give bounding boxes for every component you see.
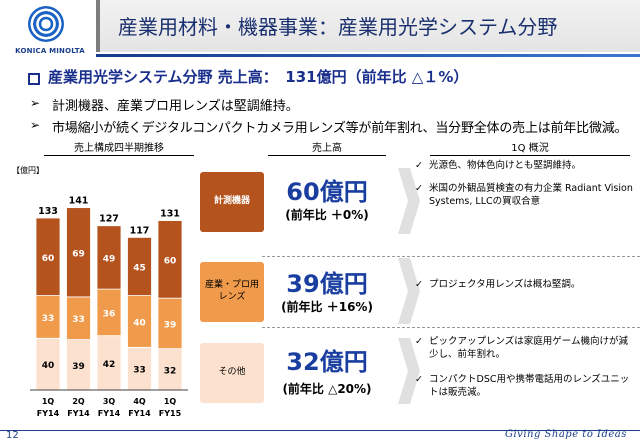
checkmark-icon: ✓ [415,279,423,290]
chevron-right-icon [398,258,420,324]
bar-value-label: 36 [103,309,116,319]
segment-label-other: その他 [200,343,264,403]
bar-segment [35,295,61,339]
quarterly-sales-chart: 【億円】 40 33 60 133 1Q FY14 39 33 69 141 2Q FY14 42 36 4… [12,165,188,418]
bar-segment [35,337,61,391]
square-outline-icon [28,73,40,85]
checkmark-icon: ✓ [415,374,423,385]
bar-segment [157,297,183,350]
footer-tagline: Giving Shape to Ideas [505,429,627,440]
bar-segment [96,288,122,337]
chevron-right-icon [398,338,420,404]
globe-logo-icon [28,6,64,42]
bar-total-label: 117 [130,225,150,236]
bar-segment [35,217,61,296]
category-tick-label: FY14 [128,409,151,418]
overview-item: ✓ ピックアップレンズは家庭用ゲーム機向けが減少し、前年割れ。 [415,336,629,360]
bar-value-label: 40 [133,318,146,328]
bar-value-label: 49 [103,254,116,264]
overview-item: ✓ プロジェクタ用レンズは概ね堅調。 [415,279,581,290]
overview-item: ✓ 米国の外観品質検査の有力企業 Radiant Vision Systems, … [415,183,633,207]
sales-column-header: 売上高 [268,139,386,156]
logo-wordmark: KONICA MINOLTA [15,47,85,55]
bar-segment [127,236,152,296]
category-tick-label: 3Q [103,397,116,406]
checkmark-icon: ✓ [415,336,423,347]
bar-value-label: 60 [42,254,55,264]
chevron-right-icon [398,168,420,234]
sales-yoy: (前年比 ＋16%) [281,300,373,314]
bar-total-label: 133 [38,206,58,217]
bullet-point: 計測機器、産業プロ用レンズは堅調維持。 [52,99,299,114]
category-tick-label: FY14 [98,409,121,418]
category-tick-label: FY14 [67,409,90,418]
bar-value-label: 42 [103,360,116,370]
segment-label-measuring-instruments: 計測機器 [200,172,264,232]
bar-value-label: 32 [164,366,177,376]
checkmark-icon: ✓ [415,183,423,194]
page-number: 12 [6,430,19,441]
bar-value-label: 69 [72,249,85,259]
overview-item: ✓ 光源色、物体色向けとも堅調維持。 [415,160,582,171]
page-title: 産業用材料・機器事業：産業用光学システム分野 [118,15,558,39]
company-logo: KONICA MINOLTA [0,0,96,62]
chart-column-header: 売上構成四半期推移 [44,139,194,156]
bar-value-label: 33 [72,315,85,325]
category-tick-label: 2Q [72,397,85,406]
segment-label-industrial-lenses: 産業・プロ用 レンズ [200,262,264,322]
sales-amount: 39億円 [286,270,368,298]
overview-column-header: 1Q 概況 [430,139,630,156]
header-divider [96,54,640,57]
section-divider [262,256,640,257]
bar-value-label: 39 [72,362,85,372]
arrowhead-right-icon: ➢ [30,118,41,132]
checkmark-icon: ✓ [415,160,423,171]
title-bar [96,0,640,52]
arrowhead-right-icon: ➢ [30,96,41,110]
category-tick-label: 4Q [133,397,146,406]
segment-label-text: 産業・プロ用 レンズ [204,280,259,302]
bar-value-label: 60 [164,256,177,266]
headline: 産業用光学システム分野 売上高： 131億円（前年比 △１%） [48,68,469,86]
bar-segment [157,220,183,299]
bullet-point: 市場縮小が続くデジタルコンパクトカメラ用レンズ等が前年割れ、当分野全体の売上は前… [52,121,628,136]
bar-value-label: 33 [133,366,146,376]
footer-divider [0,430,640,431]
section-divider [262,327,640,328]
chart-unit-label: 【億円】 [12,165,44,175]
sales-amount: 32億円 [286,348,368,376]
category-tick-label: 1Q [164,397,177,406]
bar-total-label: 131 [160,209,180,220]
bar-value-label: 39 [164,320,177,330]
bar-total-label: 127 [99,214,119,225]
sales-amount: 60億円 [286,178,368,206]
bar-value-label: 45 [133,263,146,273]
bar-total-label: 141 [69,196,89,207]
sales-yoy: (前年比 ＋0%) [285,208,369,222]
sales-yoy: (前年比 △20%) [282,382,372,396]
category-tick-label: FY15 [159,409,182,418]
bar-value-label: 33 [42,314,55,324]
bar-value-label: 40 [42,361,55,371]
category-tick-label: FY14 [37,409,60,418]
category-tick-label: 1Q [42,397,55,406]
overview-item: ✓ コンパクトDSC用や携帯電話用のレンズユニットは販売減。 [415,374,630,398]
bar-segment [96,225,122,290]
bar-segment [66,207,91,298]
